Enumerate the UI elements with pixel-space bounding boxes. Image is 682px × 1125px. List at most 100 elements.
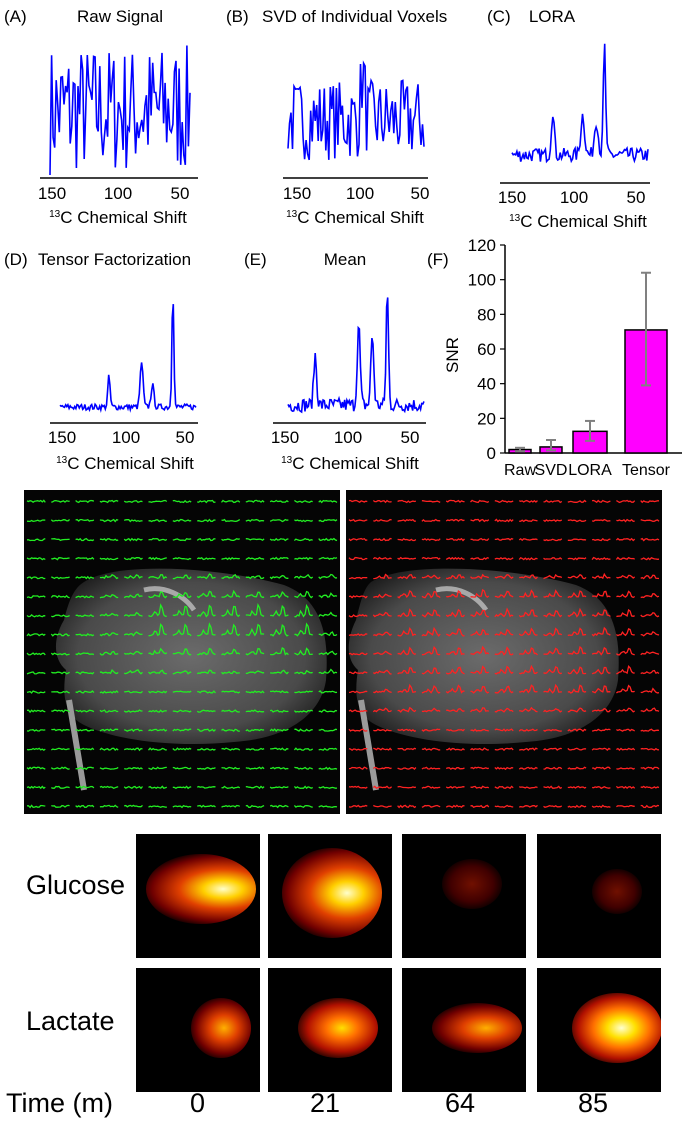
voxel-spectrum bbox=[50, 594, 70, 599]
voxel-spectrum bbox=[221, 605, 241, 618]
mri-red-overlay bbox=[346, 490, 662, 814]
voxel-spectrum bbox=[197, 573, 216, 580]
voxel-spectrum bbox=[269, 537, 289, 542]
voxel-spectrum bbox=[592, 785, 611, 790]
voxel-spectrum bbox=[543, 785, 563, 789]
voxel-spectrum bbox=[294, 728, 313, 732]
voxel-spectrum bbox=[51, 557, 70, 561]
voxel-spectrum bbox=[50, 766, 70, 770]
panel-e: (E) Mean 150 100 50 13C Chemical Shift bbox=[244, 250, 426, 473]
voxel-spectrum bbox=[397, 589, 417, 599]
voxel-spectrum bbox=[196, 669, 216, 675]
voxel-spectrum bbox=[494, 747, 514, 752]
voxel-spectrum bbox=[318, 728, 338, 732]
voxel-spectrum bbox=[147, 747, 167, 751]
voxel-spectrum bbox=[372, 707, 392, 713]
voxel-spectrum bbox=[245, 602, 265, 617]
voxel-spectrum bbox=[269, 728, 289, 732]
voxel-spectrum bbox=[75, 690, 95, 694]
voxel-spectrum bbox=[591, 747, 611, 751]
voxel-spectrum bbox=[148, 591, 168, 599]
voxel-spectrum bbox=[446, 728, 465, 732]
voxel-spectrum bbox=[494, 537, 514, 541]
voxel-spectrum bbox=[567, 684, 587, 694]
voxel-spectrum bbox=[372, 556, 392, 561]
voxel-spectrum bbox=[293, 747, 314, 751]
voxel-spectrum bbox=[518, 766, 538, 770]
voxel-spectrum bbox=[470, 628, 490, 636]
voxel-spectrum bbox=[592, 609, 611, 618]
voxel-spectrum bbox=[348, 518, 368, 523]
voxel-spectrum bbox=[518, 499, 538, 503]
voxel-spectrum bbox=[75, 728, 94, 732]
panel-e-xlabel: 13C Chemical Shift bbox=[281, 454, 419, 473]
panel-e-title: Mean bbox=[324, 250, 367, 269]
voxel-spectrum bbox=[543, 665, 562, 675]
voxel-spectrum bbox=[616, 499, 636, 504]
voxel-spectrum bbox=[616, 747, 636, 752]
panel-c-title: LORA bbox=[529, 7, 576, 26]
voxel-spectrum bbox=[615, 785, 636, 789]
voxel-spectrum bbox=[148, 647, 168, 655]
time-value-85: 85 bbox=[578, 1088, 609, 1118]
voxel-spectrum bbox=[567, 747, 587, 751]
voxel-spectrum bbox=[591, 685, 611, 694]
voxel-spectrum bbox=[373, 650, 392, 656]
voxel-spectrum bbox=[519, 574, 538, 580]
voxel-spectrum bbox=[494, 728, 514, 732]
heatmap-lactate-t64 bbox=[402, 968, 526, 1092]
voxel-spectrum bbox=[26, 595, 46, 599]
voxel-spectrum bbox=[494, 646, 514, 656]
voxel-spectrum bbox=[50, 747, 70, 751]
ytick-label: 0 bbox=[487, 444, 496, 463]
voxel-spectrum bbox=[494, 804, 514, 809]
voxel-spectrum bbox=[196, 590, 216, 599]
voxel-spectrum bbox=[293, 785, 313, 790]
voxel-spectrum bbox=[221, 690, 241, 694]
heatmap-lactate-t21 bbox=[268, 968, 392, 1092]
voxel-spectrum bbox=[640, 728, 660, 732]
voxel-spectrum bbox=[99, 538, 119, 542]
voxel-spectrum bbox=[640, 707, 660, 713]
voxel-spectrum bbox=[197, 690, 216, 694]
voxel-spectrum bbox=[124, 690, 143, 694]
voxel-spectrum bbox=[373, 728, 392, 732]
voxel-spectrum bbox=[318, 690, 338, 694]
voxel-spectrum bbox=[221, 648, 241, 656]
voxel-spectrum bbox=[221, 556, 240, 561]
voxel-spectrum bbox=[543, 708, 563, 713]
voxel-spectrum bbox=[518, 728, 538, 732]
voxel-spectrum bbox=[245, 499, 265, 503]
voxel-spectrum bbox=[592, 590, 611, 598]
voxel-spectrum bbox=[518, 537, 538, 542]
voxel-spectrum bbox=[494, 707, 514, 713]
voxel-spectrum bbox=[494, 607, 514, 618]
panel-f-bars bbox=[508, 271, 668, 454]
voxel-spectrum bbox=[75, 671, 95, 675]
voxel-spectrum bbox=[99, 709, 119, 713]
voxel-spectrum bbox=[123, 785, 143, 790]
spectral-grid-green bbox=[26, 499, 338, 809]
voxel-spectrum bbox=[172, 537, 192, 542]
voxel-spectrum bbox=[221, 670, 240, 675]
voxel-spectrum bbox=[519, 519, 538, 523]
voxel-spectrum bbox=[615, 537, 636, 542]
voxel-spectrum bbox=[518, 647, 538, 656]
voxel-spectrum bbox=[421, 556, 441, 561]
voxel-spectrum bbox=[123, 519, 143, 523]
voxel-spectrum bbox=[318, 709, 338, 713]
voxel-spectrum bbox=[397, 626, 417, 637]
voxel-spectrum bbox=[75, 709, 95, 713]
voxel-spectrum bbox=[50, 652, 70, 656]
voxel-spectrum bbox=[567, 573, 587, 580]
voxel-spectrum bbox=[75, 766, 94, 771]
time-value-64: 64 bbox=[445, 1088, 476, 1118]
voxel-spectrum bbox=[318, 650, 338, 656]
voxel-spectrum bbox=[470, 537, 490, 541]
voxel-spectrum bbox=[123, 650, 143, 656]
mri-bright-structure bbox=[435, 586, 489, 612]
voxel-spectrum bbox=[543, 627, 563, 637]
voxel-spectrum bbox=[616, 664, 635, 675]
voxel-spectrum bbox=[421, 518, 441, 522]
